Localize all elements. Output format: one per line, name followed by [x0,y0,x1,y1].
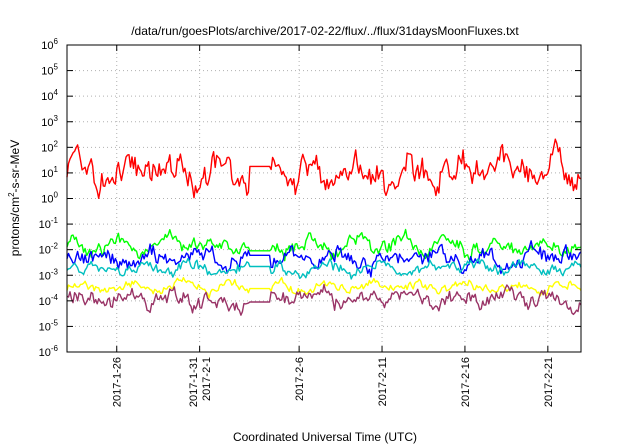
series-line [66,138,582,200]
y-axis-label-exponent: 2 [7,192,16,197]
x-tick-label: 2017-2-16 [460,357,472,407]
y-tick-label: 10-1 [39,216,59,231]
y-tick-label: 100 [41,191,58,206]
x-tick-label: 2017-2-11 [377,357,389,406]
series-line [66,276,582,299]
series-line [66,257,582,280]
x-tick-label: 2017-1-26 [112,357,124,407]
x-tick-label: 2017-2-21 [543,357,555,407]
y-tick-label: 102 [41,139,58,154]
y-tick-label: 106 [41,37,58,52]
y-tick-label: 10-6 [39,344,59,359]
series-line [66,228,582,263]
y-axis-label-unit: -s-sr-MeV [8,140,22,193]
chart-title: /data/run/goesPlots/archive/2017-02-22/f… [131,24,519,38]
x-tick-label: 2017-1-31 [188,357,200,407]
y-tick-label: 10-3 [39,267,59,282]
x-tick-label: 2017-2-1 [201,357,213,401]
y-axis-label-main: protons/cm [8,197,22,256]
y-tick-label: 105 [41,63,58,78]
x-axis-label: Coordinated Universal Time (UTC) [233,430,417,444]
y-tick-label: 104 [41,88,58,103]
series-line [66,283,582,316]
y-tick-label: 103 [41,114,58,129]
x-tick-label: 2017-2-6 [294,357,306,401]
series-group [66,138,582,316]
y-tick-label: 101 [41,165,58,180]
series-line [66,240,582,278]
y-axis-ticks: 10-6 10-5 10-4 10-3 10-2 10-1 100 101 102 103 104 1… [39,37,581,359]
y-tick-label: 10-4 [39,293,59,308]
y-tick-label: 10-2 [39,242,59,257]
gridlines [67,45,581,352]
y-tick-label: 10-5 [39,318,59,333]
x-axis-ticks: 2017-1-26 2017-1-31 2017-2-1 2017-2-6 2017-2… [112,45,555,407]
y-axis-label: protons/cm2-s-sr-MeV [7,140,22,256]
